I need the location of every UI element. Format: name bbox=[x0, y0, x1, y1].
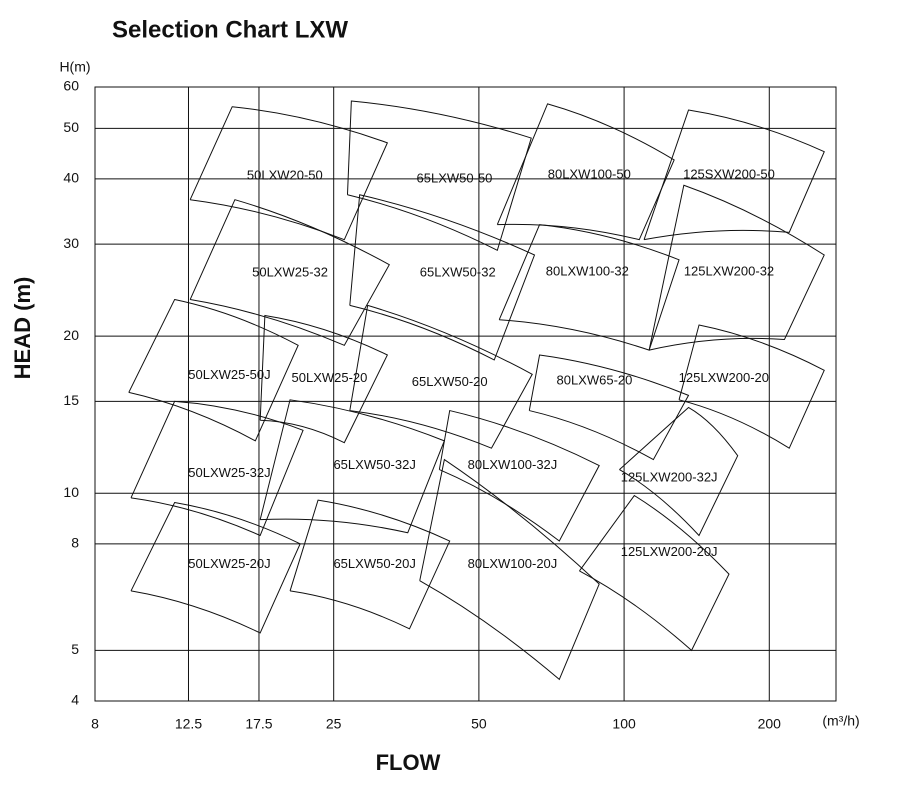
pump-region bbox=[189, 199, 390, 346]
x-tick-label: 17.5 bbox=[245, 716, 272, 732]
pump-region bbox=[130, 501, 301, 634]
pump-region bbox=[349, 304, 533, 449]
y-tick-label: 30 bbox=[63, 235, 79, 251]
x-axis-title: FLOW bbox=[376, 750, 441, 775]
region-label: 65LXW50-32J bbox=[333, 457, 415, 472]
x-tick-label: 100 bbox=[612, 716, 636, 732]
region-label: 80LXW100-32J bbox=[468, 457, 558, 472]
y-tick-label: 5 bbox=[71, 641, 79, 657]
x-tick-label: 12.5 bbox=[175, 716, 202, 732]
pump-region bbox=[346, 100, 532, 252]
pump-region bbox=[528, 354, 690, 461]
x-tick-label: 50 bbox=[471, 716, 487, 732]
region-label: 50LXW25-50J bbox=[188, 367, 270, 382]
region-label: 125LXW200-32J bbox=[621, 469, 718, 484]
region-label: 125LXW200-20 bbox=[679, 370, 769, 385]
region-label: 125SXW200-50 bbox=[683, 166, 775, 181]
pump-region bbox=[349, 194, 536, 361]
pump-region bbox=[579, 494, 730, 652]
chart-title: Selection Chart LXW bbox=[112, 16, 348, 43]
pump-region bbox=[189, 106, 389, 241]
x-tick-label: 8 bbox=[91, 716, 99, 732]
region-label: 80LXW100-20J bbox=[468, 556, 558, 571]
y-tick-label: 50 bbox=[63, 119, 79, 135]
region-label: 65LXW50-20J bbox=[333, 556, 415, 571]
pump-region bbox=[419, 458, 600, 681]
pump-region bbox=[619, 406, 739, 537]
region-label: 125LXW200-20J bbox=[621, 544, 718, 559]
y-tick-label: 20 bbox=[63, 327, 79, 343]
region-label: 80LXW100-50 bbox=[548, 166, 631, 181]
x-tick-label: 25 bbox=[326, 716, 342, 732]
region-label: 50LXW25-32J bbox=[188, 465, 270, 480]
pump-region bbox=[289, 499, 451, 630]
region-label: 65LXW50-20 bbox=[412, 374, 488, 389]
y-tick-label: 8 bbox=[71, 535, 79, 551]
region-label: 50LXW25-32 bbox=[252, 265, 328, 280]
region-label: 80LXW100-32 bbox=[546, 264, 629, 279]
region-label: 125LXW200-32 bbox=[684, 264, 774, 279]
region-label: 50LXW25-20J bbox=[188, 556, 270, 571]
pump-region bbox=[438, 409, 600, 542]
y-axis-unit: H(m) bbox=[59, 59, 90, 75]
region-label: 50LXW25-20 bbox=[292, 370, 368, 385]
pump-region bbox=[678, 324, 825, 449]
y-tick-label: 15 bbox=[63, 392, 79, 408]
x-tick-label: 200 bbox=[758, 716, 782, 732]
pump-region bbox=[130, 400, 304, 537]
pump-region bbox=[259, 314, 389, 444]
y-tick-label: 40 bbox=[63, 170, 79, 186]
region-label: 65LXW50-32 bbox=[420, 265, 496, 280]
y-tick-label: 60 bbox=[63, 78, 79, 94]
pump-region bbox=[498, 224, 680, 351]
region-label: 50LXW20-50 bbox=[247, 168, 323, 183]
y-axis-title: HEAD (m) bbox=[10, 277, 35, 380]
region-label: 80LXW65-20 bbox=[556, 373, 632, 388]
pump-region bbox=[128, 298, 299, 442]
region-label: 65LXW50-50 bbox=[417, 170, 493, 185]
y-tick-label: 10 bbox=[63, 484, 79, 500]
pump-region bbox=[643, 109, 825, 241]
pump-region bbox=[648, 184, 825, 351]
x-axis-unit: (m³/h) bbox=[822, 713, 859, 729]
y-tick-label: 4 bbox=[71, 692, 79, 708]
